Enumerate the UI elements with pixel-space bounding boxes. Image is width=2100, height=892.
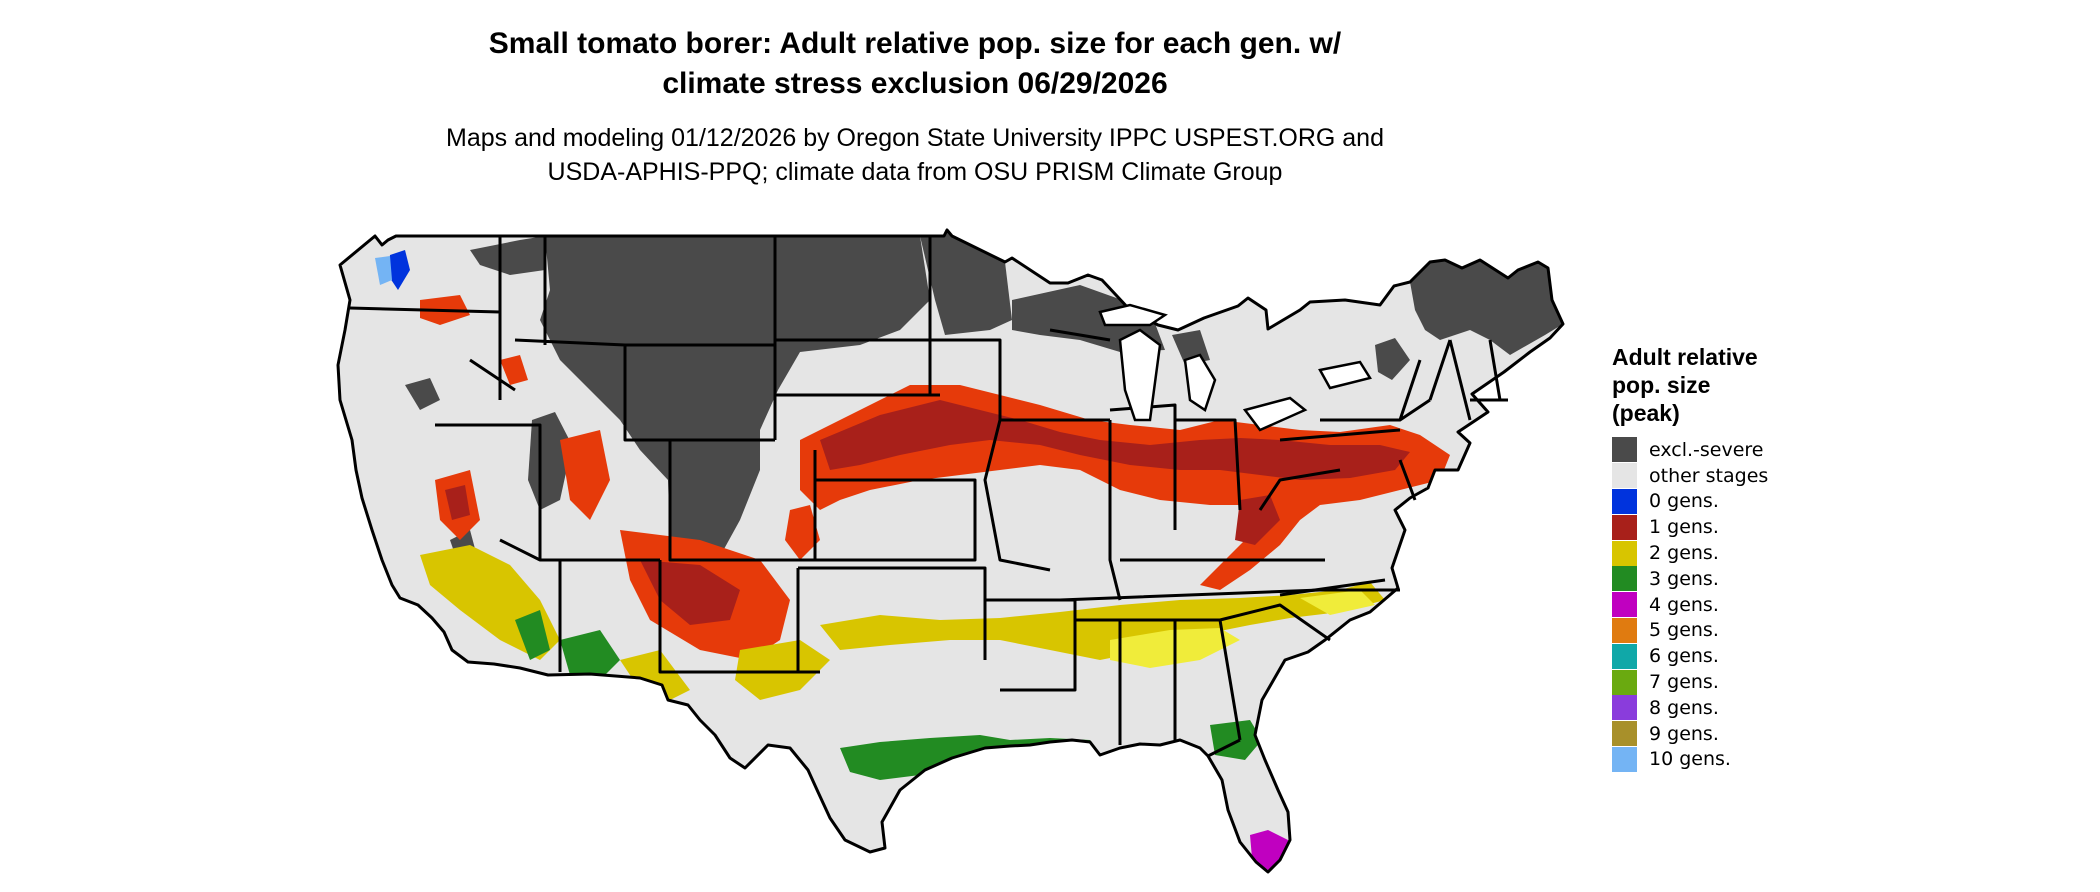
map-subtitle-line-1: Maps and modeling 01/12/2026 by Oregon S… [446,124,1384,152]
state-borders [336,228,1565,874]
legend-label: 10 gens. [1649,748,1731,771]
map-subtitle: Maps and modeling 01/12/2026 by Oregon S… [0,121,1830,189]
legend-swatch [1612,617,1637,643]
legend-label: 0 gens. [1649,490,1719,513]
legend-swatch [1612,592,1637,618]
legend-item: 8 gens. [1612,695,1872,721]
legend-swatch [1612,437,1637,463]
legend-label: 5 gens. [1649,619,1719,642]
legend-label: 3 gens. [1649,567,1719,590]
legend-item: excl.-severe [1612,437,1872,463]
legend-label: 4 gens. [1649,593,1719,616]
legend-swatch [1612,669,1637,695]
legend-swatch [1612,514,1637,540]
zero-generation-areas [388,250,410,290]
legend-label: 2 gens. [1649,542,1719,565]
map-title-line-2: climate stress exclusion 06/29/2026 [662,67,1168,100]
map-title-line-1: Small tomato borer: Adult relative pop. … [488,27,1342,60]
legend-item: 5 gens. [1612,617,1872,644]
legend-swatch [1612,463,1637,489]
legend-label: 7 gens. [1649,671,1719,694]
legend-items: excl.-severe other stages 0 gens. 1 gens… [1612,437,1872,772]
legend-label: other stages [1649,464,1769,487]
legend-swatch [1612,643,1637,669]
legend-item: 9 gens. [1612,721,1872,747]
legend-item: 1 gens. [1612,514,1872,540]
legend-label: 6 gens. [1649,645,1719,668]
great-lakes [1098,303,1372,432]
map-title: Small tomato borer: Adult relative pop. … [0,24,1830,104]
legend-item: 7 gens. [1612,669,1872,695]
legend-label: 8 gens. [1649,696,1719,719]
ten-generation-areas [375,256,392,285]
one-generation-core-areas [445,400,1410,625]
legend-item: 10 gens. [1612,746,1872,773]
legend-swatch [1612,540,1637,566]
map-subtitle-line-2: USDA-APHIS-PPQ; climate data from OSU PR… [547,158,1283,186]
legend-title: Adult relative pop. size (peak) [1612,343,1872,427]
legend-title-line-2: pop. size [1612,372,1711,398]
legend-swatch [1612,566,1637,592]
legend-swatch [1612,695,1637,721]
map-legend: Adult relative pop. size (peak) excl.-se… [1612,343,1872,772]
legend-label: 1 gens. [1649,516,1719,539]
legend-label: excl.-severe [1649,438,1764,461]
legend-item: 0 gens. [1612,488,1872,515]
us-map [336,228,1565,874]
legend-swatch [1612,721,1637,747]
legend-item: 4 gens. [1612,592,1872,618]
legend-item: 3 gens. [1612,566,1872,592]
legend-label: 9 gens. [1649,722,1719,745]
legend-title-line-1: Adult relative [1612,344,1758,370]
legend-item: 2 gens. [1612,540,1872,566]
legend-title-line-3: (peak) [1612,400,1680,426]
legend-swatch [1612,746,1637,772]
legend-item: other stages [1612,463,1872,489]
legend-item: 6 gens. [1612,643,1872,669]
legend-swatch [1612,488,1637,514]
